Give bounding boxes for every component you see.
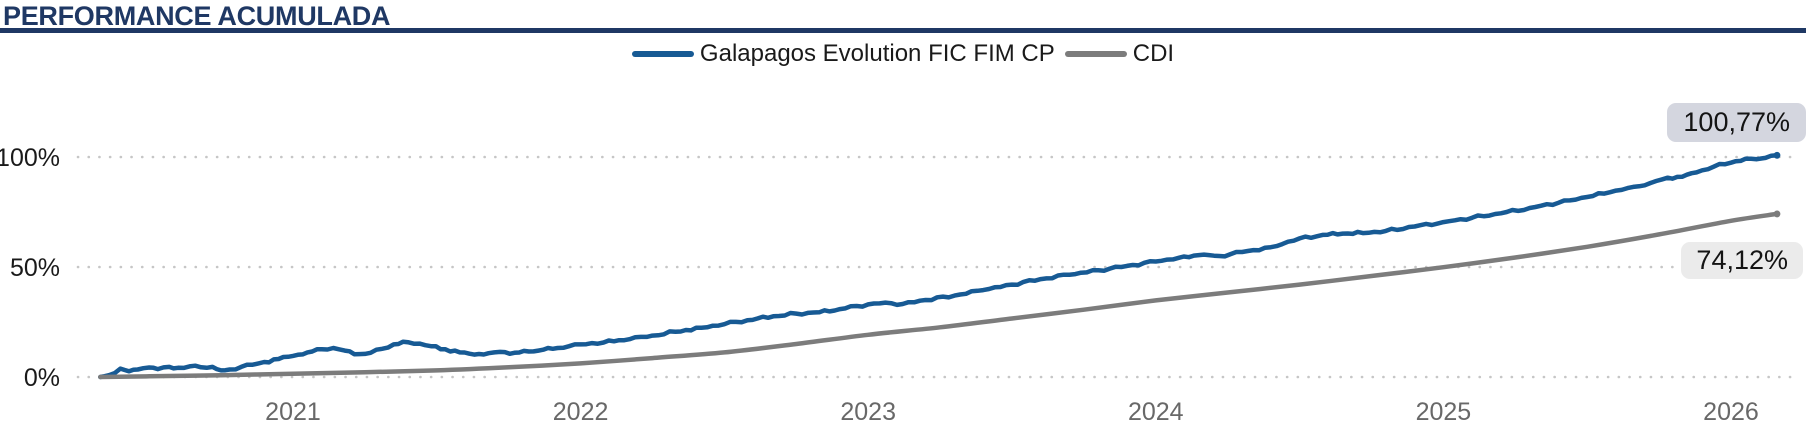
fund-legend-label: Galapagos Evolution FIC FIM CP [699,40,1055,67]
y-axis-label-0%: 0% [24,364,60,392]
chart-legend: Galapagos Evolution FIC FIM CP CDI [0,40,1806,68]
x-axis-label-2023: 2023 [840,398,896,426]
title-underline [0,28,1806,33]
x-axis-label-2024: 2024 [1128,398,1184,426]
x-axis-label-2021: 2021 [265,398,321,426]
x-axis-label-2025: 2025 [1416,398,1472,426]
cdi-final-value-badge: 74,12% [1681,242,1803,279]
fund-final-value-badge: 100,77% [1667,103,1806,142]
x-axis-label-2026: 2026 [1703,398,1759,426]
x-axis-label-2022: 2022 [553,398,609,426]
fund-legend-swatch [631,51,694,57]
cdi-series-endpoint-dot [1773,210,1781,218]
y-axis-label-100%: 100% [0,144,60,172]
page-title: PERFORMANCE ACUMULADA [3,1,391,31]
fund-series-endpoint-dot [1773,151,1781,159]
y-axis-label-50%: 50% [10,254,60,282]
cdi-series-line [98,211,1780,380]
fund-series-line [98,153,1780,380]
cdi-legend-label: CDI [1132,40,1175,67]
cdi-legend-swatch [1064,51,1127,57]
